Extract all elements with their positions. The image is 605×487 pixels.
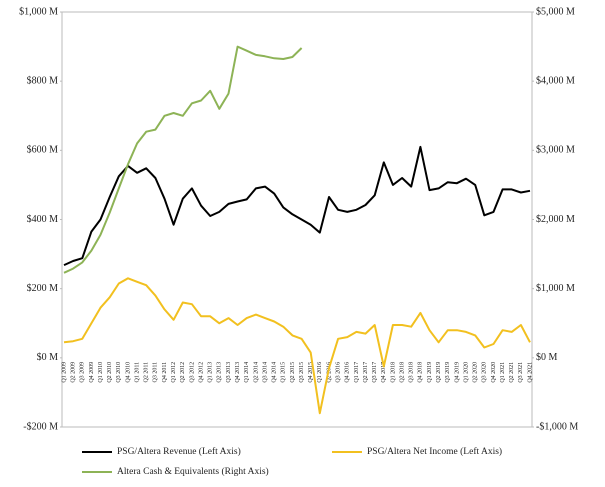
x-tick-label: Q3 2015 [299,362,305,383]
x-tick-label: Q3 2010 [116,362,122,383]
x-tick-label: Q1 2009 [61,362,67,383]
x-tick-label: Q4 2009 [89,362,95,383]
x-tick-label: Q1 2011 [134,362,140,383]
x-tick-label: Q2 2011 [144,362,150,383]
x-tick-label: Q2 2012 [180,362,186,383]
x-tick-label: Q3 2013 [226,362,232,383]
y-tick-label: -$200 M [23,421,58,432]
x-tick-label: Q2 2015 [290,362,296,383]
x-tick-label: Q3 2014 [262,362,268,383]
x-tick-label: Q2 2020 [473,362,479,383]
x-tick-label: Q2 2019 [436,362,442,383]
x-tick-label: Q4 2015 [308,362,314,383]
x-tick-label: Q4 2020 [491,362,497,383]
legend-label: PSG/Altera Revenue (Left Axis) [117,446,241,457]
x-tick-label: Q1 2018 [390,362,396,383]
x-tick-label: Q4 2014 [272,362,278,383]
x-tick-label: Q3 2016 [335,362,341,383]
x-tick-label: Q4 2010 [125,362,131,383]
x-tick-label: Q1 2012 [171,362,177,383]
y-tick-label: $600 M [27,145,59,156]
x-tick-label: Q3 2012 [189,362,195,383]
x-tick-label: Q4 2018 [418,362,424,383]
x-tick-label: Q4 2013 [235,362,241,383]
x-tick-label: Q3 2017 [372,362,378,383]
x-tick-label: Q1 2019 [427,362,433,383]
series-line [63,145,531,267]
legend-label: PSG/Altera Net Income (Left Axis) [367,446,502,457]
legend-label: Altera Cash & Equivalents (Right Axis) [117,466,269,477]
y-tick-label: $800 M [27,75,59,86]
y2-tick-label: $3,000 M [536,145,575,156]
x-tick-label: Q3 2021 [518,362,524,383]
x-tick-label: Q2 2009 [71,362,77,383]
y2-tick-label: $1,000 M [536,283,575,294]
y2-tick-label: $2,000 M [536,214,575,225]
x-tick-label: Q1 2013 [208,362,214,383]
x-tick-label: Q1 2014 [244,362,250,383]
x-tick-label: Q2 2014 [253,362,259,383]
x-tick-label: Q1 2016 [317,362,323,383]
x-tick-label: Q1 2017 [354,362,360,383]
x-tick-label: Q3 2020 [482,362,488,383]
x-tick-label: Q1 2015 [281,362,287,383]
x-tick-label: Q3 2018 [409,362,415,383]
x-tick-label: Q4 2011 [162,362,168,383]
x-tick-label: Q2 2017 [363,362,369,383]
x-tick-label: Q4 2016 [345,362,351,383]
x-tick-label: Q3 2019 [445,362,451,383]
x-tick-label: Q2 2021 [509,362,515,383]
series-line [63,277,531,415]
x-tick-label: Q1 2021 [500,362,506,383]
y-tick-label: $200 M [27,283,59,294]
series-line [63,45,303,274]
x-tick-label: Q1 2020 [463,362,469,383]
y2-tick-label: -$1,000 M [536,421,578,432]
y2-tick-label: $0 M [536,352,558,363]
x-tick-label: Q2 2016 [326,362,332,383]
x-tick-label: Q1 2010 [98,362,104,383]
x-tick-label: Q2 2013 [217,362,223,383]
x-tick-label: Q4 2012 [198,362,204,383]
y-tick-label: $1,000 M [19,6,58,17]
y-tick-label: $400 M [27,214,59,225]
x-tick-label: Q3 2011 [153,362,159,383]
plot-frame [61,11,533,428]
x-tick-label: Q2 2010 [107,362,113,383]
x-tick-label: Q2 2018 [399,362,405,383]
x-tick-label: Q4 2017 [381,362,387,383]
x-tick-label: Q4 2021 [527,362,533,383]
y-tick-label: $0 M [37,352,59,363]
y2-tick-label: $5,000 M [536,6,575,17]
y2-tick-label: $4,000 M [536,75,575,86]
x-tick-label: Q4 2019 [454,362,460,383]
x-tick-label: Q3 2009 [80,362,86,383]
